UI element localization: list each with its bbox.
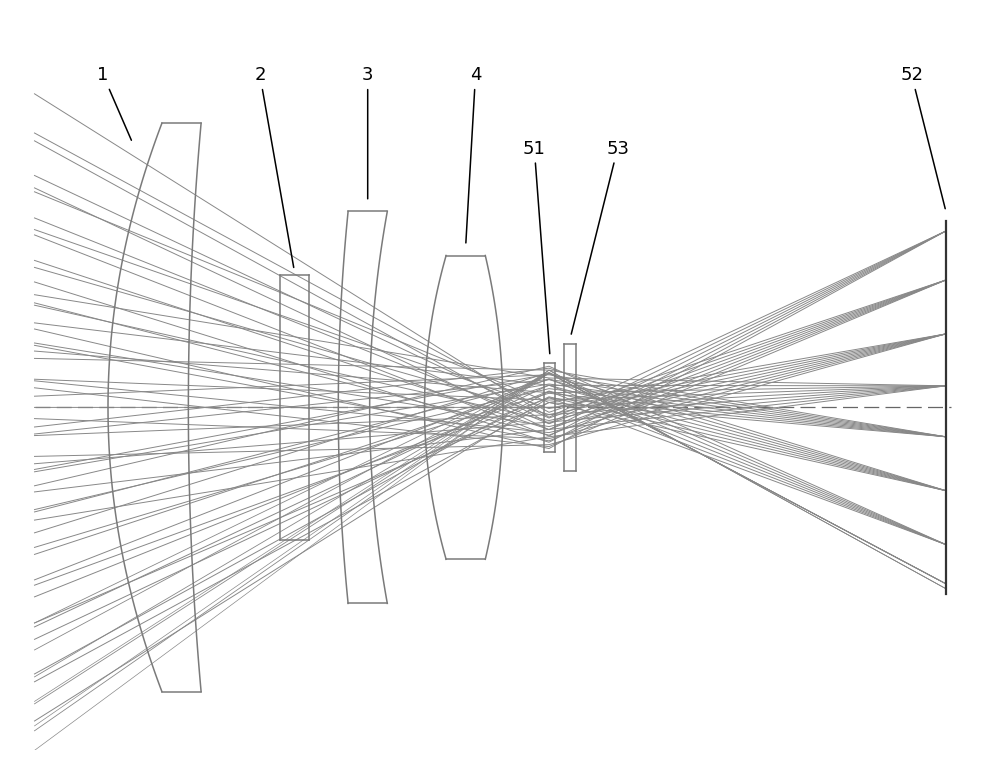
Text: 51: 51 (523, 139, 550, 353)
Text: 53: 53 (571, 139, 629, 334)
Text: 1: 1 (97, 66, 131, 140)
Text: 3: 3 (362, 66, 373, 199)
Text: 4: 4 (466, 66, 481, 243)
Text: 2: 2 (254, 66, 294, 267)
Text: 52: 52 (900, 66, 945, 209)
